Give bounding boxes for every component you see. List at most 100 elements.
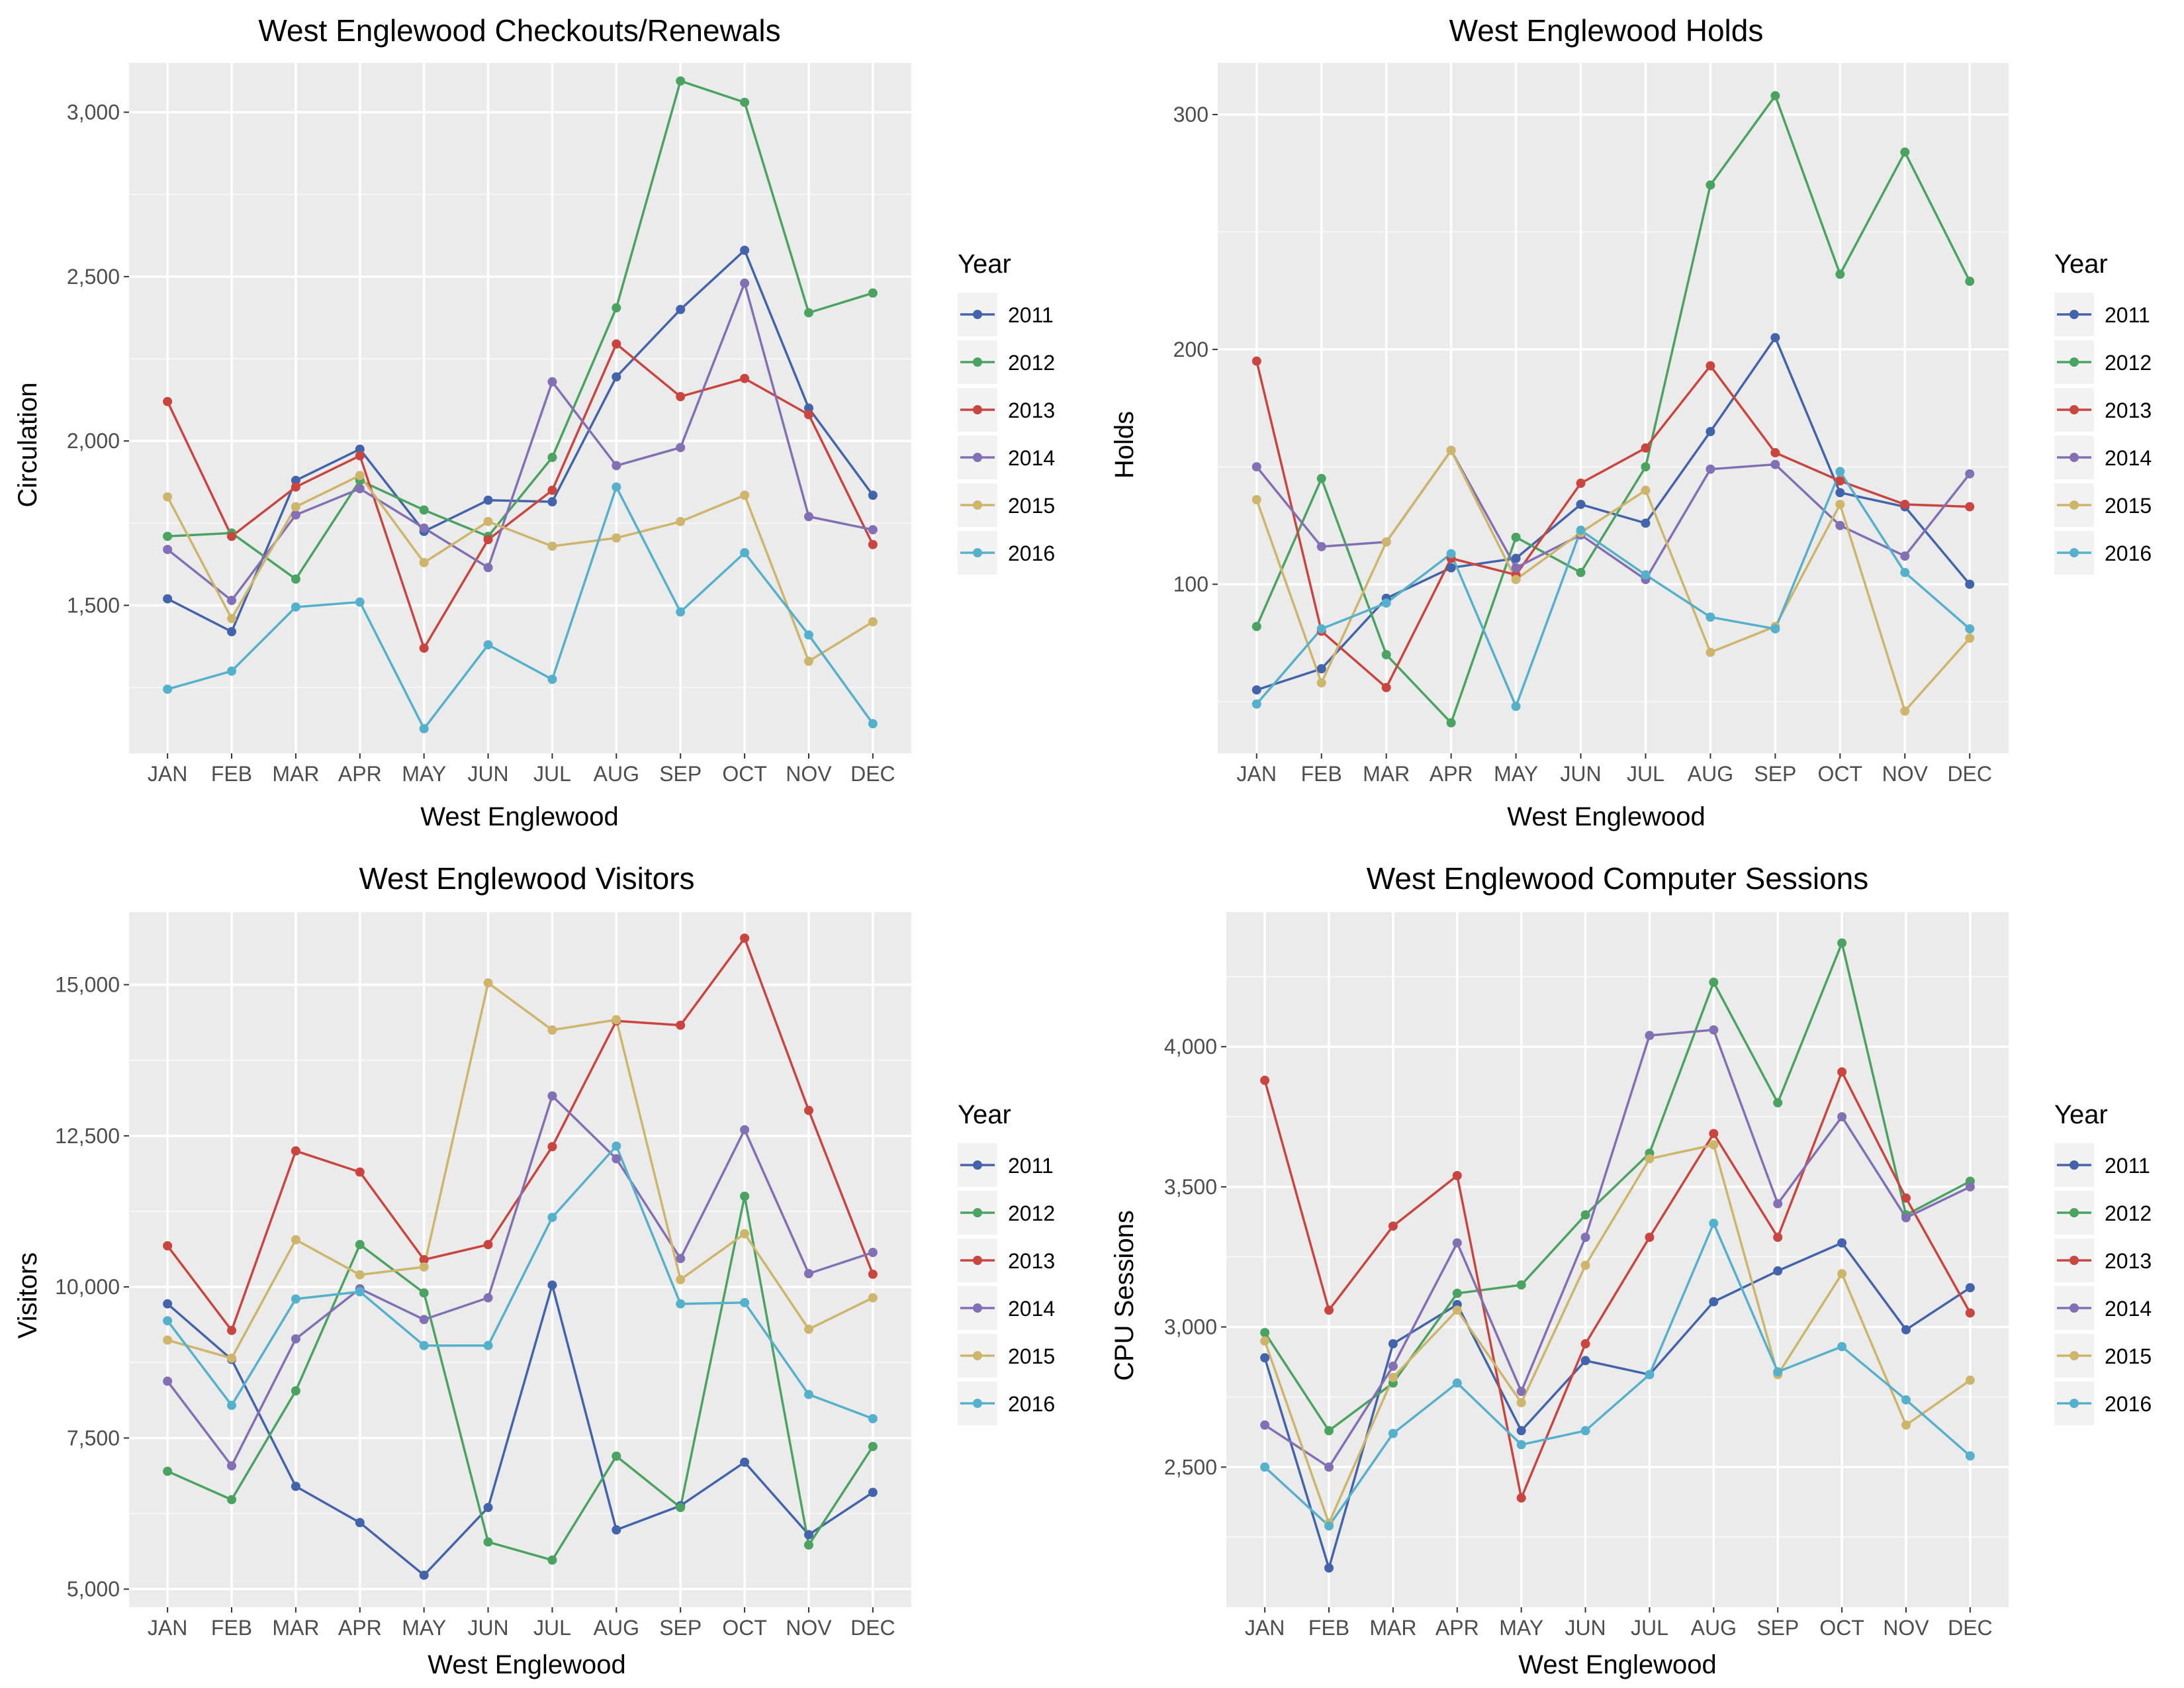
legend-entry-label: 2014 [2105, 446, 2152, 470]
data-point-2015 [1965, 633, 1975, 643]
data-point-2013 [1965, 1308, 1975, 1318]
data-point-2012 [547, 453, 557, 462]
data-point-2011 [1773, 1266, 1783, 1276]
data-point-2015 [1388, 1372, 1398, 1382]
data-point-2016 [1388, 1429, 1398, 1438]
data-point-2015 [355, 471, 365, 481]
legend-key-point [973, 548, 982, 557]
legend-entry-label: 2013 [2105, 1249, 2152, 1273]
data-point-2015 [1516, 1397, 1526, 1407]
data-point-2013 [1388, 1221, 1398, 1231]
data-point-2013 [803, 1105, 813, 1115]
data-point-2015 [483, 978, 493, 988]
data-point-2011 [1770, 333, 1780, 343]
data-point-2011 [163, 594, 173, 604]
chart-title: West Englewood Checkouts/Renewals [258, 13, 780, 48]
legend-entry-label: 2013 [2105, 399, 2152, 422]
data-point-2016 [419, 1340, 429, 1350]
data-point-2014 [1709, 1025, 1719, 1035]
legend-entry-label: 2014 [1008, 446, 1055, 470]
data-point-2014 [1965, 469, 1975, 479]
data-point-2014 [355, 484, 365, 494]
legend-title: Year [958, 250, 1011, 279]
plot-background [129, 63, 911, 753]
data-point-2016 [612, 1141, 621, 1151]
data-point-2012 [1452, 1288, 1462, 1298]
plot-background [129, 912, 911, 1607]
x-tick-label: DEC [850, 762, 895, 786]
data-point-2011 [1260, 1353, 1270, 1363]
legend-key-point [2070, 1256, 2079, 1265]
data-point-2012 [803, 1540, 813, 1550]
x-tick-label: JAN [148, 1616, 187, 1640]
data-point-2013 [1901, 1193, 1911, 1203]
legend-entry-label: 2011 [1008, 1154, 1054, 1178]
data-point-2015 [1835, 499, 1845, 509]
y-tick-label: 100 [1173, 573, 1208, 596]
data-point-2013 [1773, 1233, 1783, 1243]
data-point-2013 [676, 1020, 686, 1030]
data-point-2011 [676, 305, 686, 314]
x-tick-label: MAY [402, 762, 446, 786]
data-point-2014 [1900, 551, 1910, 561]
x-axis-label: West Englewood [1518, 1650, 1716, 1679]
data-point-2014 [419, 1315, 429, 1325]
data-point-2016 [868, 719, 878, 729]
data-point-2012 [1324, 1426, 1334, 1436]
y-tick-label: 15,000 [55, 973, 120, 997]
data-point-2013 [419, 643, 429, 653]
x-axis-label: West Englewood [420, 802, 618, 831]
data-point-2014 [291, 510, 300, 520]
data-point-2011 [163, 1299, 173, 1309]
y-axis-label: Circulation [13, 383, 42, 508]
data-point-2015 [1260, 1336, 1270, 1346]
data-point-2013 [1770, 447, 1780, 457]
data-point-2016 [163, 684, 173, 694]
series-line-2012 [1255, 94, 1971, 724]
chart-title: West Englewood Visitors [359, 861, 694, 896]
x-tick-label: JUN [467, 762, 508, 786]
x-tick-label: JAN [1245, 1616, 1285, 1640]
legend-entry-label: 2014 [2105, 1297, 2152, 1321]
data-point-2016 [1580, 1426, 1590, 1436]
data-point-2014 [803, 512, 813, 522]
data-point-2011 [740, 246, 750, 256]
y-axis-label: Holds [1110, 411, 1139, 479]
data-point-2012 [1580, 1210, 1590, 1220]
legend-entry-label: 2016 [1008, 1392, 1055, 1416]
data-point-2012 [1709, 977, 1719, 987]
data-point-2012 [1381, 650, 1391, 659]
series-line-2013 [1255, 361, 1970, 689]
data-point-2015 [547, 1025, 557, 1035]
legend-key-point [973, 1351, 982, 1360]
data-point-2011 [547, 497, 557, 507]
data-point-2016 [1452, 1378, 1462, 1388]
data-point-2013 [868, 1269, 878, 1279]
data-point-2015 [1452, 1305, 1462, 1315]
data-point-2016 [740, 1297, 750, 1307]
y-tick-label: 3,000 [1164, 1315, 1217, 1339]
data-point-2015 [419, 1262, 429, 1272]
data-point-2013 [1965, 502, 1975, 512]
data-point-2014 [1511, 563, 1521, 573]
data-point-2012 [1770, 91, 1780, 101]
data-point-2015 [163, 1335, 173, 1345]
series-line-2013 [1263, 1070, 1972, 1499]
data-point-2015 [291, 502, 300, 512]
data-point-2016 [1324, 1521, 1334, 1531]
data-point-2016 [676, 1299, 686, 1309]
series-line-2016 [1263, 1222, 1972, 1527]
y-tick-label: 300 [1173, 103, 1208, 126]
x-tick-label: JUN [1560, 762, 1601, 786]
y-tick-label: 2,000 [67, 429, 120, 453]
data-point-2014 [1260, 1420, 1270, 1430]
legend-entry-label: 2011 [1008, 303, 1054, 327]
legend-title: Year [2054, 250, 2108, 279]
legend-key-point [973, 405, 982, 414]
panel-checkouts: West Englewood Checkouts/Renewals West E… [13, 13, 1055, 831]
x-tick-label: OCT [1818, 762, 1863, 786]
data-point-2012 [227, 1495, 237, 1505]
series-line-2013 [166, 342, 874, 649]
legend-entry-label: 2015 [2105, 494, 2152, 518]
x-tick-label: NOV [1882, 762, 1929, 786]
